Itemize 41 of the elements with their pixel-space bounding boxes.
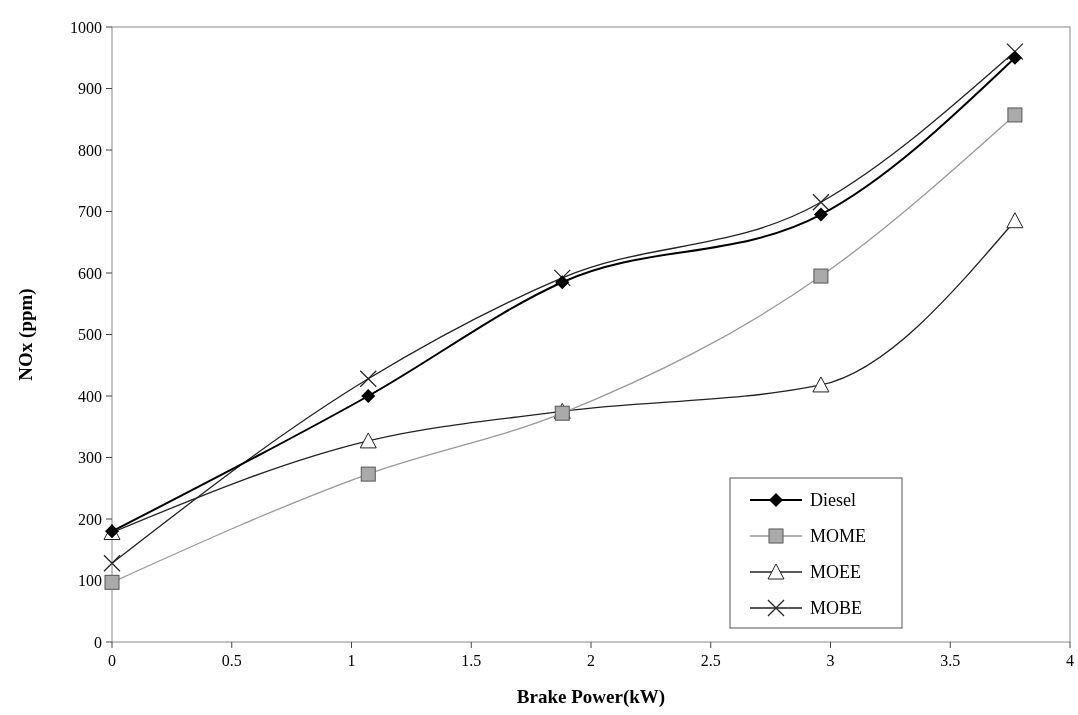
x-axis-title: Brake Power(kW): [516, 686, 666, 708]
point: [359, 432, 377, 449]
x-tick-label: 0: [108, 652, 116, 669]
y-tick-label: 0: [94, 633, 102, 651]
point: [104, 574, 120, 590]
y-tick-label: 800: [78, 141, 102, 159]
y-tick-label: 600: [78, 264, 102, 282]
y-tick-label: 1000: [70, 18, 102, 36]
x-tick-label: 1.5: [461, 652, 482, 669]
point: [361, 389, 376, 403]
legend-label: Diesel: [810, 490, 856, 511]
x-tick-label: 0.5: [221, 652, 242, 669]
y-axis-title: NOx (ppm): [15, 288, 37, 381]
point: [1006, 212, 1024, 229]
y-tick-label: 900: [78, 80, 102, 98]
point: [812, 376, 830, 393]
y-tick-label: 500: [78, 326, 102, 344]
x-tick-label: 2: [587, 652, 595, 669]
y-tick-label: 700: [78, 203, 102, 221]
point: [555, 275, 570, 290]
legend-label: MOEE: [810, 562, 861, 583]
legend-label: MOBE: [810, 598, 863, 619]
x-tick-label: 1: [347, 652, 356, 669]
y-tick-label: 100: [78, 572, 102, 590]
y-tick-label: 400: [78, 387, 102, 405]
point: [103, 554, 121, 572]
point: [1006, 43, 1024, 61]
x-tick-label: 2.5: [700, 652, 721, 669]
y-tick-label: 300: [78, 449, 102, 467]
x-tick-label: 4: [1066, 652, 1074, 669]
point: [359, 370, 377, 388]
x-tick-label: 3: [826, 652, 835, 669]
y-tick-label: 200: [78, 510, 102, 528]
legend-label: MOME: [810, 526, 867, 547]
point: [812, 193, 830, 211]
point: [813, 268, 829, 284]
point: [1007, 50, 1022, 65]
point: [360, 466, 376, 482]
point: [1007, 107, 1023, 123]
x-tick-label: 3.5: [940, 652, 961, 669]
point: [813, 207, 828, 222]
